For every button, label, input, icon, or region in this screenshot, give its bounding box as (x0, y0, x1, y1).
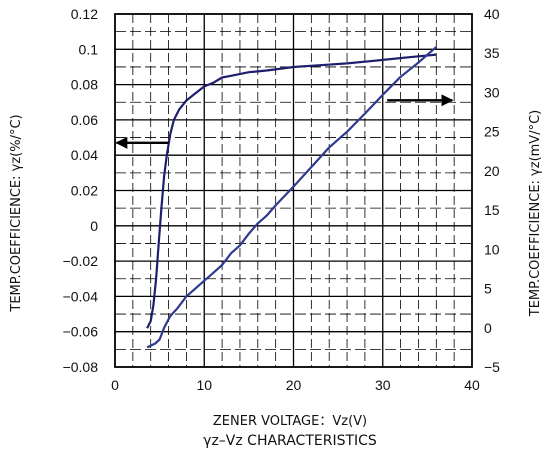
series-layer (146, 46, 438, 349)
x-tick-label: 30 (375, 377, 391, 393)
y-right-tick-label: 30 (484, 84, 500, 100)
x-tick-label: 10 (196, 377, 212, 393)
y-right-tick-label: 40 (484, 6, 500, 22)
y-left-tick-label: 0 (90, 218, 98, 234)
y-right-tick-label: 35 (484, 45, 500, 61)
x-tick-label: 20 (286, 377, 302, 393)
y-right-tick-label: −5 (484, 359, 500, 375)
y-left-tick-label: 0.08 (71, 77, 98, 93)
y-left-tick-label: 0.12 (71, 6, 98, 22)
y-left-tick-label: −0.04 (63, 288, 99, 304)
plot-border (114, 13, 473, 368)
y-left-tick-label: 0.04 (71, 147, 98, 163)
major-grid (115, 14, 472, 367)
y-left-tick-label: −0.08 (63, 359, 99, 375)
y-right-tick-label: 20 (484, 163, 500, 179)
y-axis-label-left: TEMP.COEFFICIENCE: γz(%/°C) (9, 114, 24, 312)
y-right-tick-label: 0 (484, 320, 492, 336)
y-left-tick-label: −0.02 (63, 253, 99, 269)
series-line-right-axis (146, 46, 438, 349)
x-tick-label: 40 (464, 377, 480, 393)
y-right-tick-label: 5 (484, 281, 492, 297)
y-left-tick-label: 0.02 (71, 183, 98, 199)
y-left-tick-label: −0.06 (63, 324, 99, 340)
plot-frame (114, 13, 473, 368)
y-right-tick-label: 10 (484, 241, 500, 257)
y-axis-label-right: TEMP.COEFFICIENCE: γz(mV/°C) (528, 110, 543, 317)
y-right-tick-label: 15 (484, 202, 500, 218)
x-tick-label: 0 (111, 377, 119, 393)
chart-title: γz–Vz CHARACTERISTICS (203, 433, 377, 449)
series-line-left-axis (146, 53, 437, 329)
annotations (115, 94, 454, 149)
y-right-tick-label: 25 (484, 124, 500, 140)
y-left-tick-label: 0.1 (79, 41, 99, 57)
x-axis-label: ZENER VOLTAGE：Vz(V) (213, 414, 367, 429)
tick-labels: 0 10 20 30 40 −0.08 −0.06 −0.04 −0.02 0 0.02 0.04 0.… (63, 6, 501, 393)
y-left-tick-label: 0.06 (71, 112, 98, 128)
